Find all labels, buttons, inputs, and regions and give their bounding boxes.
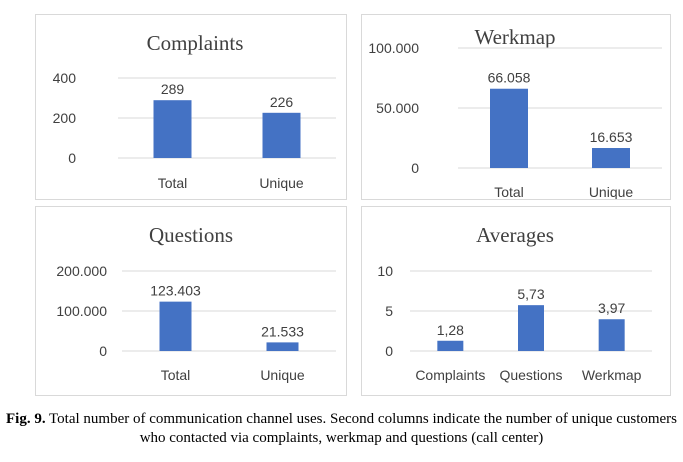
y-tick-label: 50.000 [376, 100, 419, 116]
category-label: Total [158, 175, 188, 191]
werkmap-chart: Werkmap 0 50.000 100.000 66.058 16.653 Tota… [368, 25, 662, 199]
chart-panel-werkmap: Werkmap 0 50.000 100.000 66.058 16.653 Tota… [361, 14, 671, 200]
chart-panel-averages: Averages 0 5 10 1,28 5,73 3,97 Complaints Que… [361, 206, 671, 396]
bar-total [159, 301, 192, 351]
data-label: 123.403 [150, 283, 201, 299]
y-tick-label: 5 [385, 303, 393, 319]
chart-panel-questions: Questions 0 100.000 200.000 123.403 21.533 … [35, 206, 347, 396]
category-label: Unique [589, 184, 634, 199]
bar-unique [266, 342, 299, 351]
bar-unique [262, 112, 301, 158]
bar-unique [592, 148, 630, 168]
data-label: 66.058 [488, 70, 531, 86]
bar-total [490, 88, 528, 168]
y-tick-label: 200.000 [56, 263, 107, 279]
y-tick-label: 0 [385, 343, 393, 359]
bar-total [153, 100, 192, 158]
caption-label: Fig. 9. [5, 411, 46, 427]
chart-title: Averages [476, 223, 554, 247]
data-label: 289 [161, 81, 185, 97]
y-tick-label: 200 [53, 110, 77, 126]
y-tick-label: 100.000 [56, 303, 107, 319]
category-label: Werkmap [582, 367, 642, 383]
data-label: 21.533 [261, 323, 304, 339]
averages-chart: Averages 0 5 10 1,28 5,73 3,97 Complaints Que… [377, 223, 652, 383]
data-label: 1,28 [437, 322, 464, 338]
bar-werkmap [598, 319, 625, 351]
category-label: Unique [259, 175, 304, 191]
chart-panel-complaints: Complaints 0 200 400 289 226 Total Unique [35, 14, 347, 200]
category-label: Total [161, 367, 191, 383]
chart-title: Complaints [147, 31, 244, 55]
complaints-chart: Complaints 0 200 400 289 226 Total Unique [53, 31, 336, 191]
y-tick-label: 0 [411, 160, 419, 176]
bar-complaints [437, 340, 464, 351]
y-tick-label: 100.000 [368, 40, 419, 56]
data-label: 3,97 [598, 300, 625, 316]
y-tick-label: 0 [99, 343, 107, 359]
category-label: Complaints [415, 367, 485, 383]
y-tick-label: 400 [53, 70, 77, 86]
data-label: 5,73 [517, 286, 544, 302]
category-label: Total [494, 184, 524, 199]
data-label: 226 [270, 94, 294, 110]
bar-questions [518, 305, 544, 351]
chart-title: Werkmap [474, 25, 555, 49]
data-label: 16.653 [590, 129, 633, 145]
figure-caption: Fig. 9. Total number of communication ch… [0, 410, 683, 448]
category-label: Questions [499, 367, 562, 383]
category-label: Unique [260, 367, 305, 383]
chart-title: Questions [149, 223, 233, 247]
y-tick-label: 0 [68, 150, 76, 166]
caption-text: Total number of communication channel us… [45, 411, 678, 446]
y-tick-label: 10 [377, 263, 393, 279]
